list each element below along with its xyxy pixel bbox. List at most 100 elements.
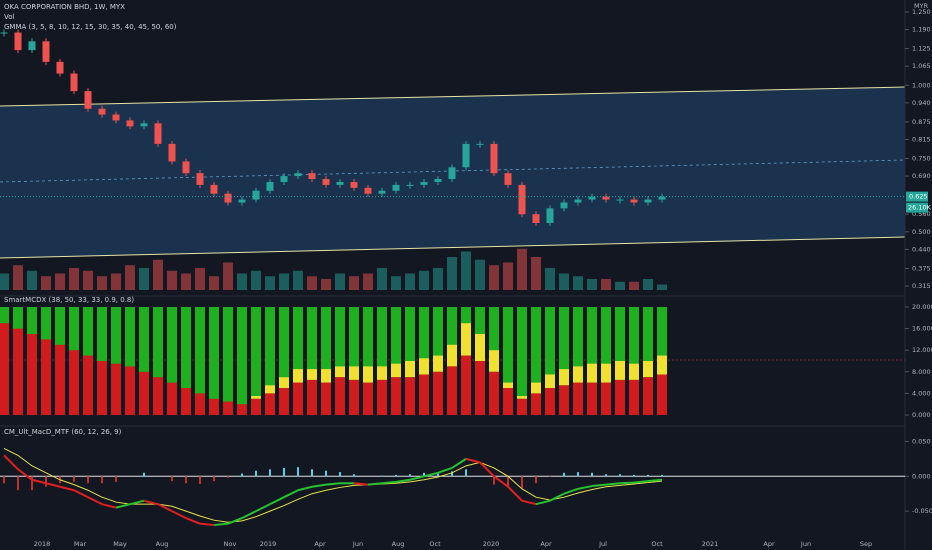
y-tick-label: 0.000 [912, 411, 931, 419]
mcdx-bar [391, 377, 401, 415]
mcdx-bar [97, 361, 107, 415]
macd-segment [647, 478, 663, 483]
mcdx-bar [489, 350, 499, 372]
volume-bar [293, 270, 303, 290]
volume-bar [13, 265, 23, 290]
macd-segment [283, 489, 299, 499]
histogram-bar [493, 476, 495, 485]
last-price-box [906, 191, 928, 202]
macd-segment [143, 499, 159, 506]
mcdx-bar [643, 377, 653, 415]
mcdx-bar [195, 307, 205, 415]
mcdx-bar [279, 307, 289, 415]
volume-bar [279, 273, 289, 290]
mcdx-bar [223, 307, 233, 415]
mcdx-title[interactable]: SmartMCDX (38, 50, 33, 33, 0.9, 0.8) [4, 296, 134, 304]
candle-body [448, 167, 456, 180]
volume-bar [125, 265, 135, 290]
y-tick-label: 0.375 [912, 264, 931, 272]
y-tick-label: 20.000 [912, 303, 932, 311]
mcdx-bar [363, 366, 373, 383]
mcdx-bar [461, 323, 471, 356]
candle-body [42, 41, 50, 62]
mcdx-bar [475, 334, 485, 361]
macd-segment [171, 510, 187, 519]
mcdx-bar [559, 385, 569, 415]
candle-body [84, 91, 92, 109]
candle-body [392, 184, 400, 191]
candle-body [112, 114, 120, 121]
mcdx-bar [41, 339, 51, 415]
macd-segment [367, 482, 383, 486]
symbol-title[interactable]: OKA CORPORATION BHD, 1W, MYX [4, 3, 125, 11]
mcdx-bar [293, 307, 303, 415]
volume-bar [447, 257, 457, 290]
candle-body [238, 199, 246, 203]
macd-title[interactable]: CM_Ult_MacD_MTF (60, 12, 26, 9) [4, 428, 122, 436]
candle-body [56, 61, 64, 74]
histogram-bar [619, 474, 621, 477]
mcdx-bar [601, 307, 611, 415]
macd-segment [199, 522, 215, 527]
volume-title[interactable]: Vol [4, 13, 15, 21]
y-tick-label: 8.000 [912, 368, 931, 376]
y-tick-label: 12.000 [912, 346, 932, 354]
mcdx-bar [629, 379, 639, 415]
volume-bar [475, 259, 485, 290]
time-label: Nov [224, 540, 237, 548]
mcdx-bar [167, 307, 177, 415]
y-tick-label: 4.000 [912, 389, 931, 397]
volume-bar [349, 276, 359, 290]
macd-segment [465, 457, 481, 464]
mcdx-bar [405, 377, 415, 415]
candle-body [658, 196, 666, 200]
mcdx-bar [153, 307, 163, 415]
mcdx-bar [573, 382, 583, 415]
y-tick-label: 1.065 [912, 62, 931, 70]
mcdx-bar [531, 382, 541, 394]
mcdx-bar [0, 323, 9, 415]
volume-bar [657, 284, 667, 290]
macd-segment [437, 466, 453, 474]
time-label: Sep [860, 540, 872, 548]
macd-segment [255, 503, 271, 513]
time-label: May [113, 540, 127, 548]
volume-bar [461, 251, 471, 290]
volume-bar [307, 276, 317, 290]
histogram-bar [199, 476, 201, 484]
mcdx-bar [517, 396, 527, 399]
channel-lower [0, 236, 906, 259]
macd-segment [17, 468, 33, 481]
mcdx-bar [349, 379, 359, 415]
macd-segment [73, 489, 89, 499]
histogram-bar [465, 469, 467, 477]
histogram-bar [409, 474, 411, 477]
volume-bar [55, 273, 65, 290]
mcdx-bar [265, 307, 275, 415]
macd-segment [381, 480, 397, 485]
macd-segment [633, 480, 649, 484]
histogram-bar [87, 476, 89, 484]
histogram-bar [17, 476, 19, 491]
candle-body [518, 184, 526, 215]
channel-upper [0, 86, 906, 107]
time-label: 2019 [260, 540, 277, 548]
macd-segment [563, 487, 579, 495]
volume-bar [181, 273, 191, 290]
macd-segment [227, 517, 243, 525]
time-label: Jul [598, 540, 607, 548]
histogram-bar [185, 476, 187, 484]
histogram-bar [395, 474, 397, 477]
mcdx-bar [27, 334, 37, 415]
candle-body [630, 199, 638, 203]
mcdx-bar [433, 371, 443, 415]
histogram-bar [143, 472, 145, 477]
y-tick-label: 0.000 [912, 472, 931, 480]
histogram-bar [311, 469, 313, 477]
gmma-title[interactable]: GMMA (3, 5, 8, 10, 12, 15, 30, 35, 40, 4… [4, 23, 177, 31]
mcdx-bar [559, 369, 569, 386]
histogram-bar [437, 472, 439, 477]
candle-body [252, 190, 260, 200]
candle-body [434, 179, 442, 182]
histogram-bar [633, 474, 635, 477]
